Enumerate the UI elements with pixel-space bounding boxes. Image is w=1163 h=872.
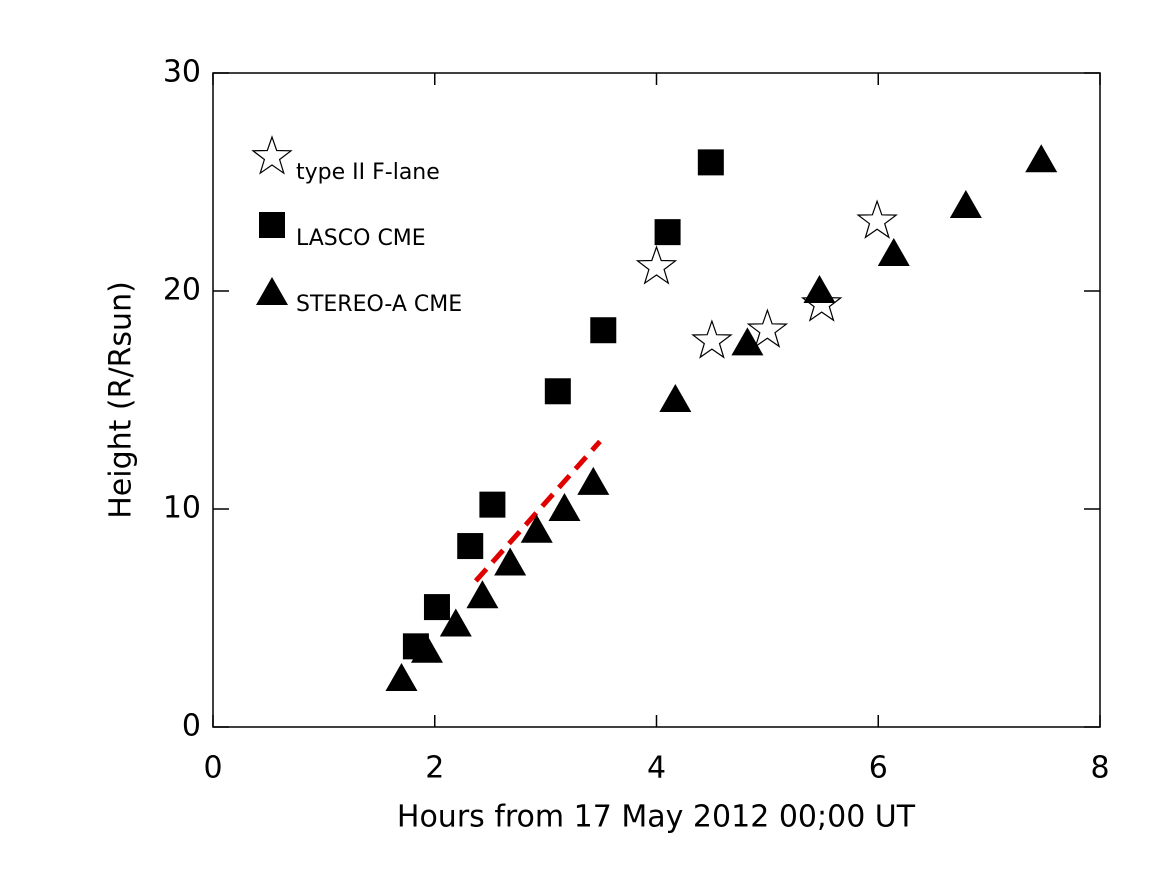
point [659,384,692,412]
point [590,317,617,344]
y-tick-label: 20 [163,273,201,308]
point [803,275,836,303]
y-axis-label: Height (R/Rsun) [104,281,139,519]
x-tick-label: 4 [647,751,666,786]
point [635,245,678,285]
x-tick-label: 2 [425,751,444,786]
point [548,493,581,521]
x-tick-label: 6 [869,751,888,786]
x-tick-label: 8 [1090,751,1109,786]
legend-marker [256,277,288,305]
y-tick-label: 10 [163,491,201,526]
point [746,308,789,348]
point [544,378,571,405]
point [949,189,982,218]
point [410,634,443,663]
point [385,663,418,692]
point [856,199,898,239]
point [654,219,681,246]
point [479,491,506,518]
legend-label: LASCO CME [296,226,426,251]
point [1025,144,1058,173]
point [691,319,733,359]
point [520,514,553,543]
point [577,466,610,495]
y-tick-label: 30 [163,55,201,90]
legend-marker [251,135,293,175]
point [457,533,484,560]
point [494,547,527,576]
fit-line [473,439,602,583]
point [731,327,764,356]
x-tick-label: 0 [203,751,222,786]
y-tick-label: 0 [182,709,201,744]
x-axis-label: Hours from 17 May 2012 00;00 UT [397,800,916,835]
legend-label: STEREO-A CME [296,292,462,317]
legend-label: type II F-lane [296,160,440,185]
legend-marker [259,212,285,238]
point [697,149,724,176]
point [423,594,450,621]
point [466,580,499,609]
point [877,237,910,266]
point [439,608,472,637]
